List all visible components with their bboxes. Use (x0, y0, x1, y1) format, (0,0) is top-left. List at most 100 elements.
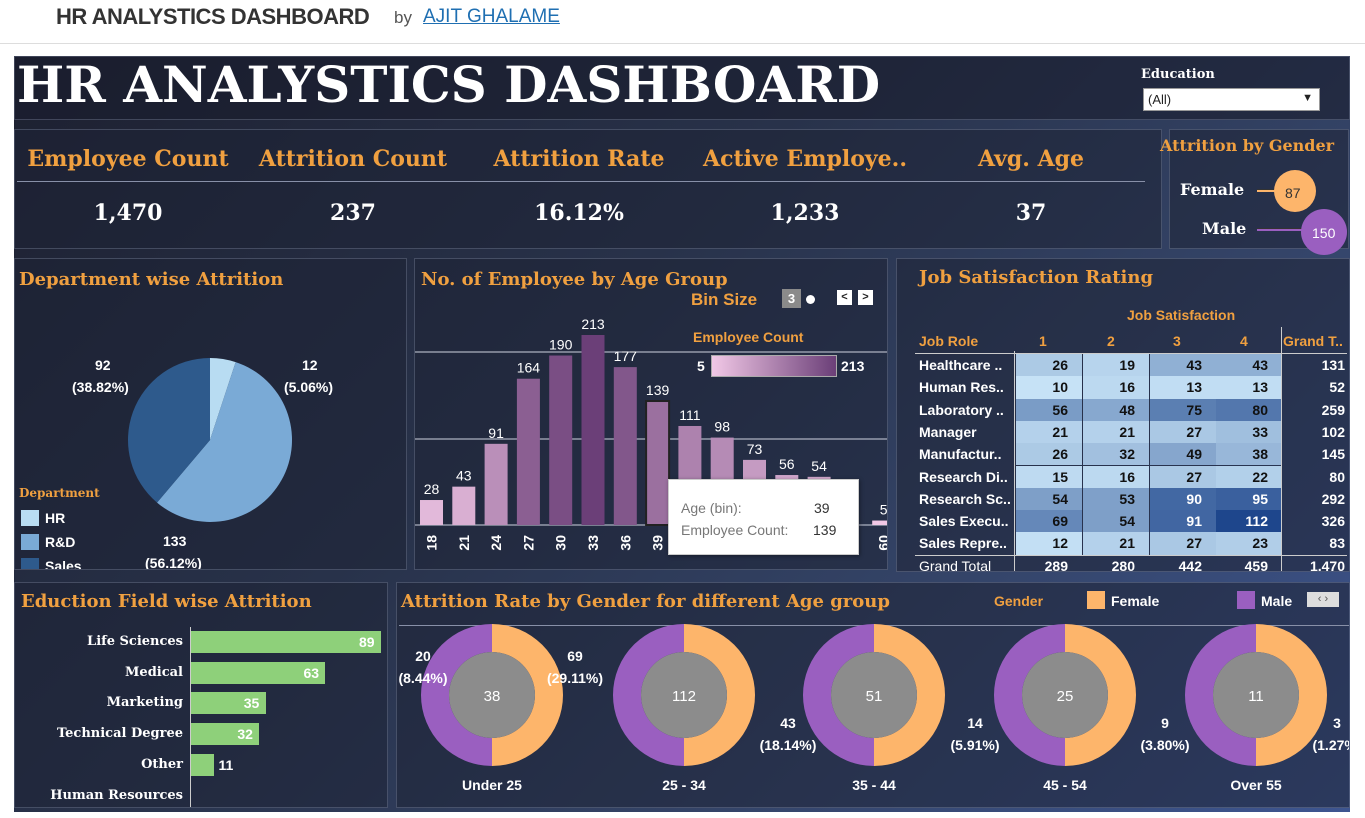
age-title: No. of Employee by Age Group (421, 269, 728, 290)
heat-cell[interactable]: 21 (1083, 420, 1149, 444)
heat-cell[interactable]: 38 (1216, 443, 1282, 466)
heat-cell[interactable]: 49 (1150, 443, 1216, 466)
heat-cell[interactable]: 56 (1016, 398, 1082, 421)
heat-cell[interactable]: 54 (1016, 487, 1082, 511)
donut-female-arc[interactable] (1256, 624, 1327, 766)
age-group-label: Over 55 (1230, 777, 1282, 793)
row-label: Research Sc.. (919, 490, 1011, 507)
age-bar[interactable] (613, 367, 637, 525)
heat-cell[interactable]: 54 (1083, 510, 1149, 533)
heat-cell[interactable]: 15 (1016, 465, 1082, 488)
male-value: 150 (1312, 225, 1336, 241)
x-tick-label: 60 (876, 535, 888, 551)
row-total: 80 (1329, 468, 1345, 485)
age-panel: No. of Employee by Age Group Bin Size 3 … (414, 258, 888, 570)
heat-cell[interactable]: 43 (1216, 354, 1282, 377)
side-label-pct: (18.14%) (760, 737, 817, 753)
kpi-label: Employee Count (27, 146, 229, 172)
side-label-pct: (1.27%) (1312, 737, 1350, 753)
edu-bar[interactable] (191, 661, 326, 684)
age-bar[interactable] (549, 355, 573, 525)
edu-bar[interactable] (191, 631, 381, 653)
tooltip-key-age: Age (bin): (681, 500, 742, 516)
kpi-label: Active Employe.. (703, 146, 907, 172)
heat-cell[interactable]: 26 (1016, 354, 1082, 377)
donut-male-arc[interactable] (420, 624, 492, 766)
legend-swatch-male (1237, 591, 1255, 609)
kpi-value: 1,233 (770, 200, 840, 226)
heat-cell[interactable]: 43 (1150, 354, 1216, 377)
side-label-count: 43 (780, 715, 796, 731)
heat-cell[interactable]: 95 (1216, 487, 1282, 511)
heat-cell[interactable]: 21 (1016, 420, 1082, 444)
heat-cell[interactable]: 27 (1150, 465, 1216, 488)
heat-cell[interactable]: 10 (1016, 376, 1082, 399)
heat-cell[interactable]: 48 (1083, 398, 1149, 421)
heat-cell[interactable]: 75 (1150, 398, 1216, 421)
age-bar[interactable] (484, 443, 508, 525)
age-bar[interactable] (645, 400, 671, 526)
heat-cell[interactable]: 19 (1083, 354, 1149, 377)
heat-cell[interactable]: 16 (1083, 465, 1149, 488)
filter-label: Education (1141, 67, 1215, 82)
heat-cell[interactable]: 90 (1150, 487, 1216, 511)
donut-center-value: 38 (484, 688, 501, 705)
donut-female-arc[interactable] (1065, 624, 1136, 766)
donut-female-arc[interactable] (874, 624, 945, 766)
x-tick-label: 30 (553, 535, 569, 551)
next-arrow-button[interactable]: > (858, 290, 873, 305)
heat-cell[interactable]: 13 (1216, 376, 1282, 399)
heat-cell[interactable]: 91 (1150, 510, 1216, 533)
heat-cell[interactable]: 16 (1083, 376, 1149, 399)
edu-bar[interactable] (191, 723, 260, 746)
heat-cell[interactable]: 112 (1216, 510, 1282, 533)
legend-scroll-buttons[interactable]: ‹ › (1307, 592, 1339, 607)
donut-male-arc[interactable] (802, 624, 874, 766)
heat-cell[interactable]: 80 (1216, 398, 1282, 421)
pie-slice-sales[interactable] (127, 358, 210, 503)
bin-size-value[interactable]: 3 (782, 289, 801, 308)
edu-bar[interactable] (191, 692, 266, 715)
edu-category-label: Life Sciences (87, 634, 183, 649)
heat-cell[interactable]: 13 (1150, 376, 1216, 399)
pie-slice-rnd[interactable] (157, 362, 292, 522)
edu-category-label: Technical Degree (56, 726, 183, 742)
heat-cell[interactable]: 27 (1150, 532, 1216, 555)
heat-cell[interactable]: 53 (1083, 487, 1149, 511)
age-bar[interactable] (872, 520, 888, 525)
donut-female-arc[interactable] (492, 624, 563, 766)
heat-cell[interactable]: 23 (1216, 532, 1282, 555)
heat-cell[interactable]: 12 (1016, 532, 1082, 555)
slider-knob-icon[interactable] (806, 295, 815, 304)
heat-cell[interactable]: 26 (1016, 443, 1082, 466)
education-filter-select[interactable]: (All) ▼ (1143, 88, 1320, 111)
pie-slice-hr[interactable] (210, 358, 236, 440)
donut-male-arc[interactable] (1184, 624, 1256, 766)
heat-cell[interactable]: 21 (1083, 532, 1149, 555)
prev-arrow-button[interactable]: < (837, 290, 852, 305)
female-line (1257, 189, 1287, 192)
heat-cell[interactable]: 69 (1016, 510, 1082, 533)
edu-bar[interactable] (191, 753, 215, 776)
donut-female-arc[interactable] (684, 624, 755, 766)
heat-cell[interactable]: 27 (1150, 420, 1216, 444)
age-bar[interactable] (420, 500, 443, 525)
heat-cell[interactable]: 33 (1216, 420, 1282, 444)
donut-center (1022, 652, 1108, 738)
grand-total-label: Grand Total (919, 557, 992, 572)
dept-label-sales-count: 92 (95, 357, 111, 373)
donut-male-arc[interactable] (612, 624, 684, 766)
age-bar[interactable] (581, 335, 605, 525)
row-total: 145 (1321, 446, 1345, 463)
donut-male-arc[interactable] (993, 624, 1065, 766)
side-label-pct: (29.11%) (547, 670, 603, 686)
row-label: Sales Execu.. (919, 513, 1009, 530)
heat-cell[interactable]: 22 (1216, 465, 1282, 488)
age-bar[interactable] (516, 378, 540, 525)
heat-cell[interactable]: 32 (1083, 443, 1149, 466)
kpi-label: Attrition Rate (493, 146, 665, 172)
bar-value-label: 111 (679, 407, 700, 423)
age-bar[interactable] (452, 486, 476, 525)
author-link[interactable]: AJIT GHALAME (423, 6, 560, 27)
row-label: Sales Repre.. (919, 535, 1007, 552)
